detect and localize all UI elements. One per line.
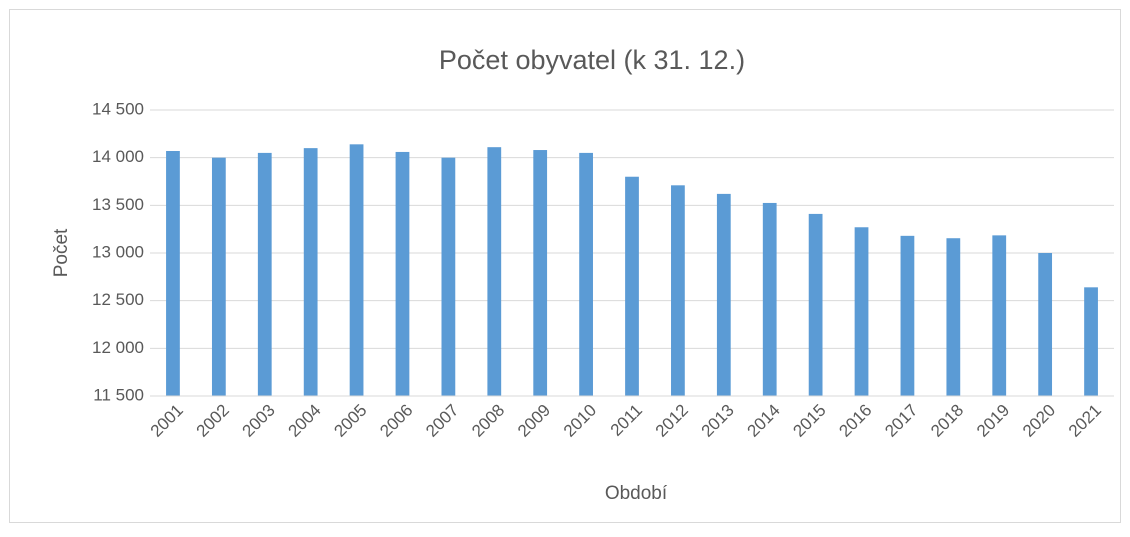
bar: [211, 157, 226, 396]
bar: [303, 148, 318, 396]
bar: [487, 147, 502, 396]
y-tick-label: 12 500: [92, 290, 144, 309]
bar: [1084, 287, 1098, 396]
bar: [1038, 253, 1053, 396]
bar: [671, 185, 685, 396]
bar: [349, 144, 364, 396]
y-tick-label: 12 000: [92, 338, 144, 357]
bar: [808, 213, 823, 396]
bar: [900, 235, 915, 396]
bar: [395, 151, 410, 396]
y-tick-label: 14 500: [92, 99, 144, 118]
bar: [166, 150, 180, 396]
bar: [992, 235, 1007, 396]
y-tick-label: 14 000: [92, 147, 144, 166]
bar: [762, 202, 777, 396]
chart-border: [9, 9, 1121, 523]
x-axis-label: Období: [605, 483, 668, 504]
bar: [625, 176, 639, 396]
bar: [854, 227, 869, 396]
bar: [579, 152, 593, 396]
y-tick-label: 13 000: [92, 242, 144, 261]
bar: [257, 152, 272, 396]
chart-title: Počet obyvatel (k 31. 12.): [439, 45, 745, 75]
bar: [946, 238, 961, 396]
y-tick-label: 11 500: [93, 385, 144, 404]
bar: [533, 150, 548, 396]
bar: [716, 193, 731, 396]
bar: [441, 157, 456, 396]
y-tick-label: 13 500: [92, 195, 144, 214]
y-axis-label: Počet: [51, 228, 72, 277]
